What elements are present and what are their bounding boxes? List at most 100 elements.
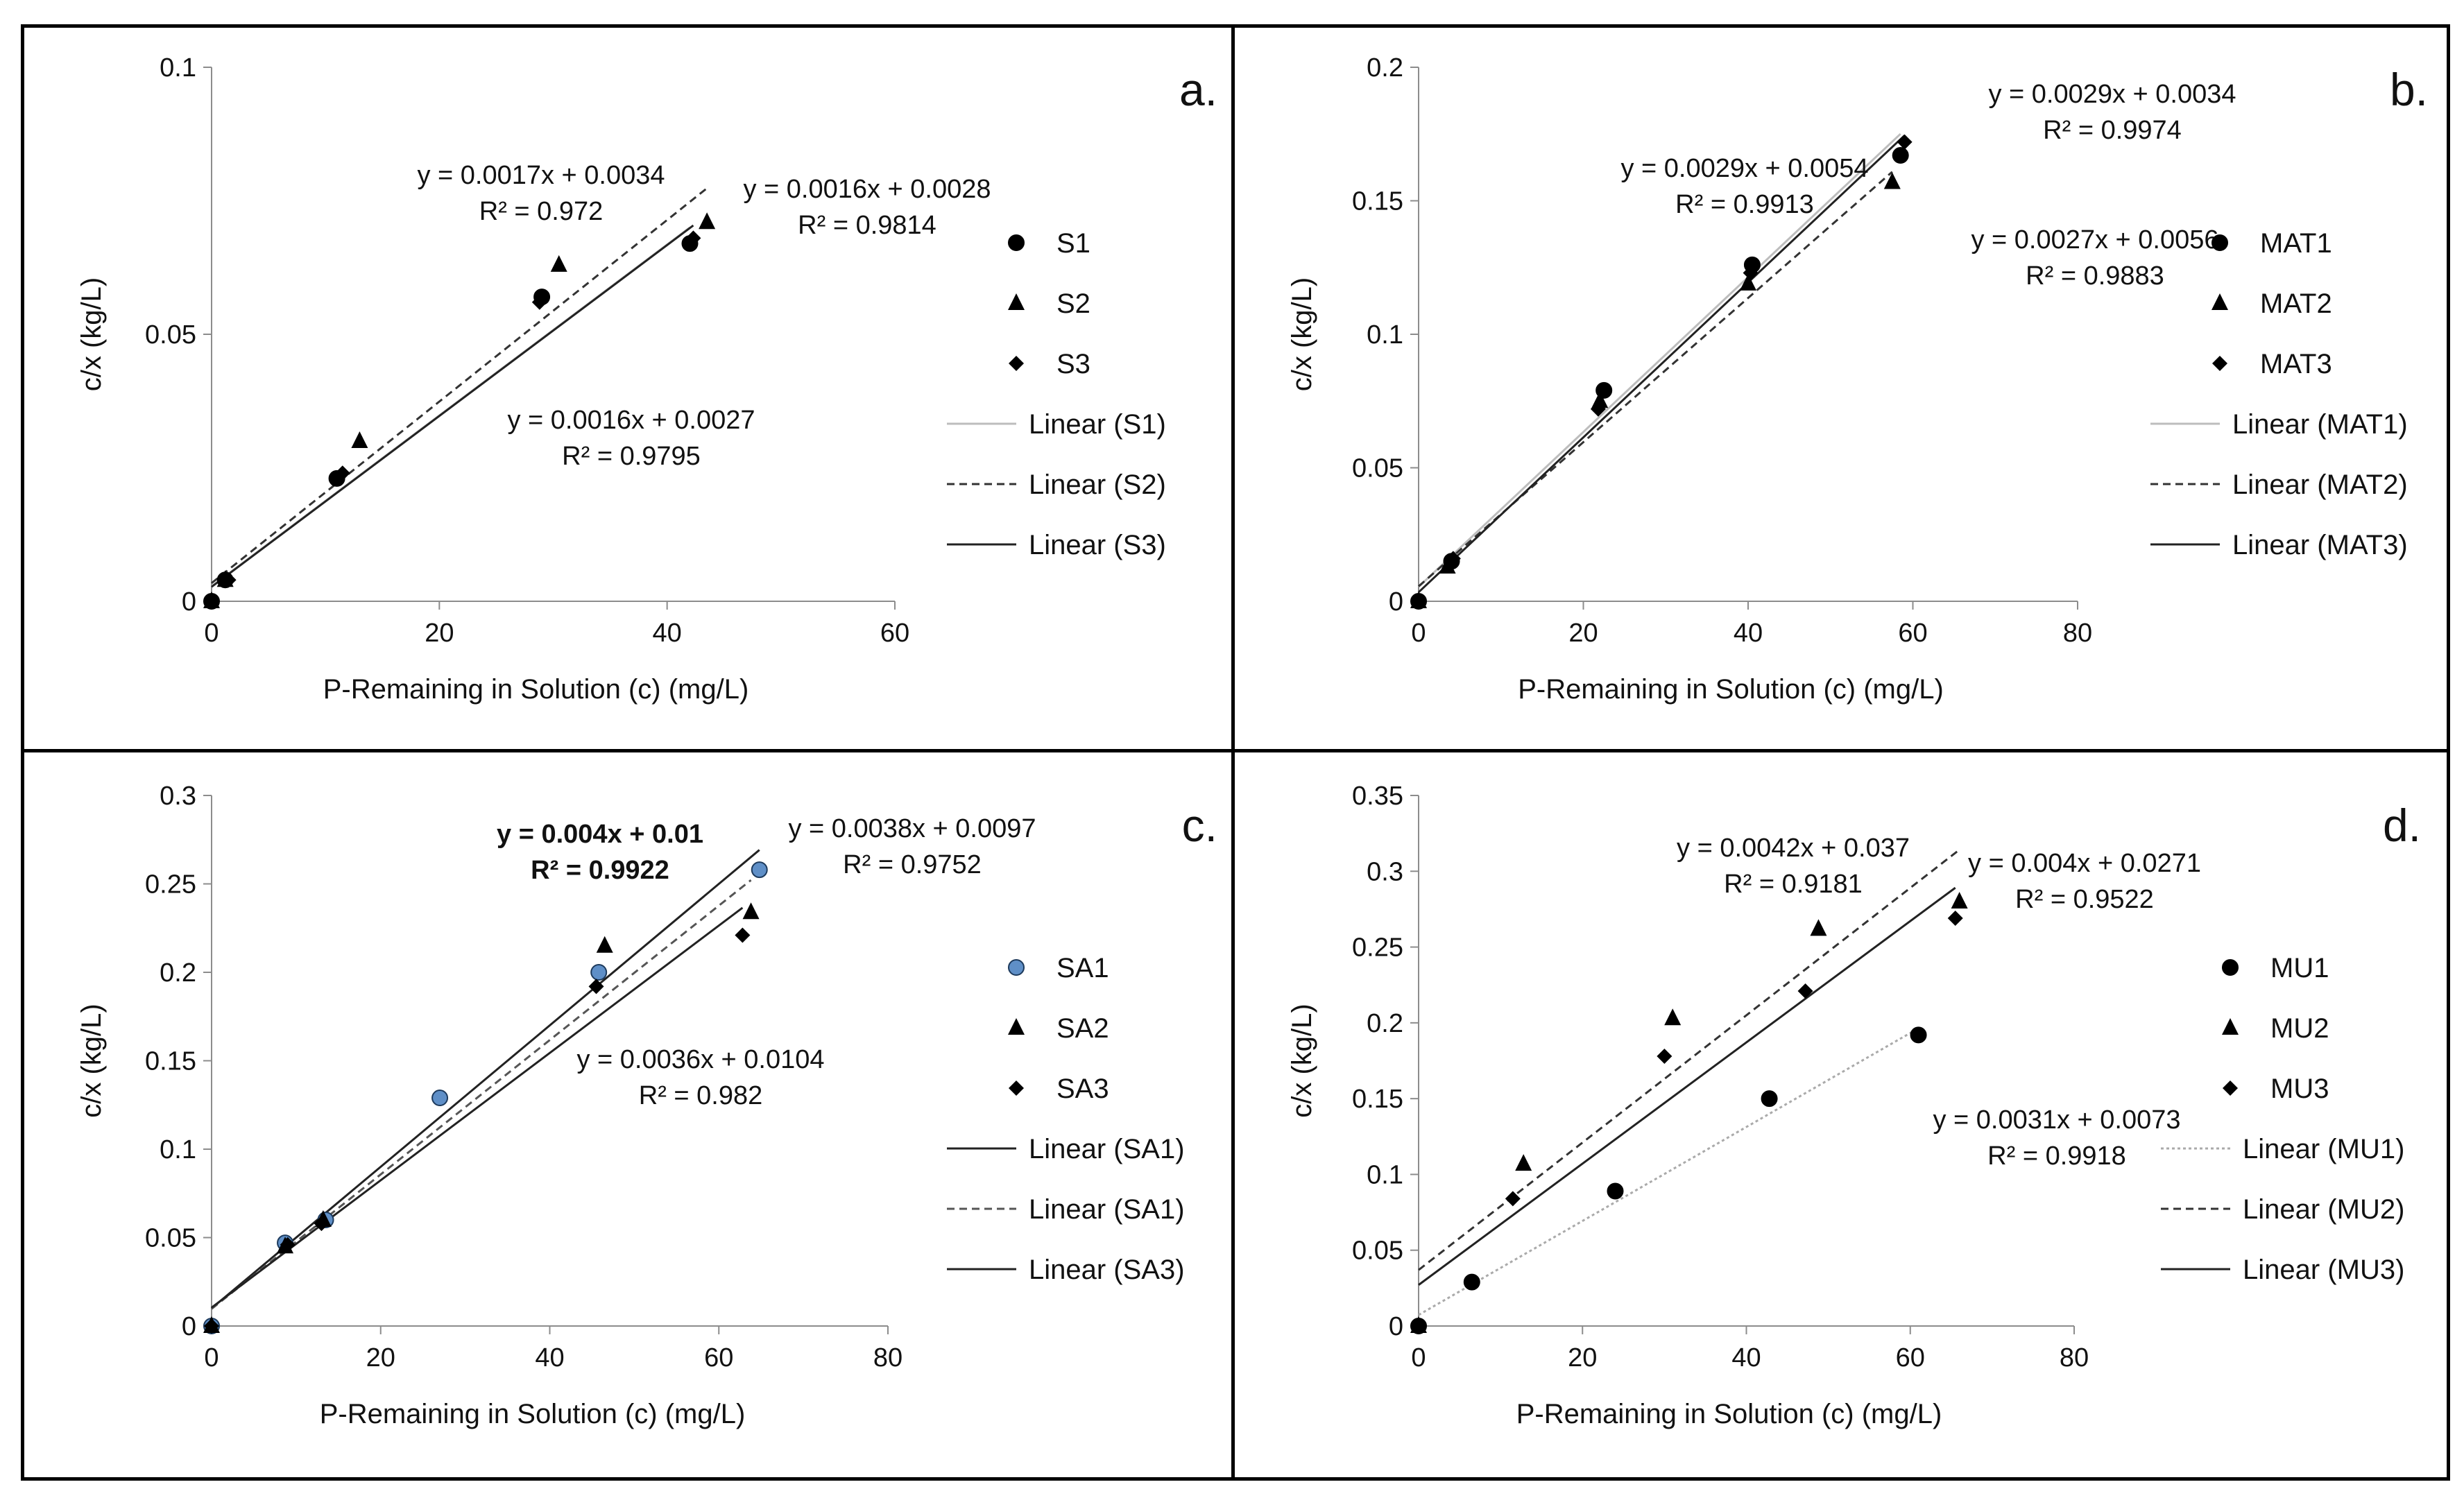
data-point-circle <box>1607 1182 1624 1200</box>
legend-marker-diamond <box>2223 1081 2238 1096</box>
data-point-triangle <box>1810 919 1827 936</box>
x-tick-label: 20 <box>1568 1343 1597 1372</box>
legend-marker-triangle <box>1008 293 1025 310</box>
r-squared-label: R² = 0.9181 <box>1724 870 1863 899</box>
chart-d-svg: 0 0.05 0.1 0.15 0.2 0.25 0.3 0.35 0 20 40 60 80 P-Rem… <box>1287 782 2421 1429</box>
data-point-diamond <box>280 1237 296 1252</box>
y-tick-label: 0.25 <box>145 870 196 899</box>
y-tick-label: 0.05 <box>1352 454 1403 483</box>
y-tick-label: 0.05 <box>145 320 196 350</box>
legend-marker-circle <box>2222 959 2239 976</box>
data-point-diamond <box>531 294 547 310</box>
data-point-triangle <box>1664 1008 1682 1026</box>
y-axis-title: c/x (kg/L) <box>1287 277 1317 391</box>
legend-entry: MU2 <box>2270 1013 2329 1044</box>
data-point-circle <box>1761 1090 1778 1108</box>
trendline-equation: y = 0.0031x + 0.0073 <box>1933 1105 2180 1135</box>
legend-marker-circle <box>1008 959 1025 976</box>
legend-entry: Linear (MU3) <box>2243 1255 2404 1285</box>
y-tick-label: 0.15 <box>1352 187 1403 216</box>
chart-panel-d: 0 0.05 0.1 0.15 0.2 0.25 0.3 0.35 0 20 40 60 80 P-Rem… <box>1231 749 2450 1481</box>
legend-marker-triangle <box>2211 293 2228 310</box>
legend-marker-triangle <box>1008 1018 1025 1035</box>
y-tick-label: 0.05 <box>145 1224 196 1253</box>
series-sa3 <box>204 927 751 1334</box>
x-tick-label: 60 <box>704 1343 733 1372</box>
trendline-3 <box>211 906 744 1309</box>
legend-marker-circle <box>1008 234 1025 251</box>
trendline-1 <box>1417 132 1901 588</box>
r-squared-label: R² = 0.9883 <box>2026 261 2164 291</box>
trendline-2 <box>211 879 752 1310</box>
legend-entry: Linear (MAT1) <box>2232 409 2408 440</box>
trendline-equation: y = 0.0029x + 0.0034 <box>1988 80 2236 109</box>
trendline-1 <box>1418 1027 1919 1316</box>
legend-entry: SA1 <box>1056 953 1109 983</box>
data-point-triangle <box>1591 391 1609 408</box>
series-mat2 <box>1410 172 1901 608</box>
legend: SA1 SA2 SA3 Linear (SA1) Linear (SA1) Linear … <box>947 953 1185 1285</box>
r-squared-label: R² = 0.9795 <box>562 442 701 471</box>
x-tick-label: 0 <box>1411 619 1426 648</box>
data-point-circle <box>590 964 608 981</box>
trendline-equation: y = 0.0016x + 0.0028 <box>743 175 991 204</box>
x-tick-label: 40 <box>535 1343 564 1372</box>
x-tick-label: 40 <box>653 619 682 648</box>
data-point-diamond <box>735 927 751 943</box>
data-point-diamond <box>1657 1048 1672 1064</box>
trendline-equation: y = 0.0017x + 0.0034 <box>417 161 665 190</box>
r-squared-label: R² = 0.9752 <box>843 850 982 879</box>
y-tick-label: 0.35 <box>1352 782 1403 811</box>
trendline-equation: y = 0.004x + 0.01 <box>497 820 703 849</box>
panel-label: c. <box>1182 800 1217 851</box>
trendline-equation: y = 0.004x + 0.0271 <box>1968 849 2201 878</box>
trendline-equation: y = 0.0038x + 0.0097 <box>788 814 1036 843</box>
data-point-diamond <box>1445 551 1461 567</box>
legend-entry: S3 <box>1056 349 1090 379</box>
data-point-diamond <box>1411 594 1426 609</box>
x-tick-label: 40 <box>1731 1343 1761 1372</box>
y-tick-label: 0.2 <box>160 958 196 988</box>
data-point-diamond <box>1947 911 1963 927</box>
x-tick-label: 0 <box>1411 1343 1426 1372</box>
y-tick-label: 0.3 <box>160 782 196 811</box>
data-point-circle <box>1463 1273 1480 1291</box>
legend-marker-diamond <box>2212 356 2227 371</box>
legend-entry: Linear (MAT3) <box>2232 530 2408 560</box>
y-tick-label: 0 <box>182 1312 196 1341</box>
y-tick-label: 0.2 <box>1367 1009 1403 1038</box>
data-point-triangle <box>1515 1154 1532 1171</box>
y-tick-label: 0.2 <box>1367 53 1403 83</box>
legend-entry: SA3 <box>1056 1074 1109 1104</box>
legend-entry: S2 <box>1056 289 1090 319</box>
trendline-equation: y = 0.0027x + 0.0056 <box>1971 225 2218 255</box>
y-tick-label: 0 <box>1389 587 1403 617</box>
series-mu1 <box>1410 1026 1927 1334</box>
x-axis-title: P-Remaining in Solution (c) (mg/L) <box>1516 1399 1942 1429</box>
legend-entry: SA2 <box>1056 1013 1109 1044</box>
legend-entry: MU1 <box>2270 953 2329 983</box>
data-point-triangle <box>1951 892 1968 909</box>
legend-marker-circle <box>2211 234 2228 251</box>
y-tick-label: 0.15 <box>1352 1085 1403 1114</box>
data-point-triangle <box>1439 556 1456 574</box>
r-squared-label: R² = 0.9522 <box>2015 885 2154 914</box>
x-tick-label: 60 <box>1896 1343 1925 1372</box>
legend-entry: Linear (MU2) <box>2243 1194 2404 1225</box>
legend-entry: Linear (MU1) <box>2243 1134 2404 1164</box>
x-tick-label: 80 <box>2063 619 2092 648</box>
legend-entry: Linear (S2) <box>1029 470 1166 500</box>
data-point-triangle <box>596 936 613 953</box>
legend-entry: S1 <box>1056 228 1090 259</box>
y-tick-label: 0.1 <box>160 53 196 83</box>
data-point-diamond <box>1897 134 1913 150</box>
legend-entry: Linear (S1) <box>1029 409 1166 440</box>
data-point-circle <box>1892 147 1909 164</box>
panel-label: a. <box>1179 64 1217 115</box>
legend-entry: Linear (SA3) <box>1029 1255 1185 1285</box>
y-tick-label: 0.05 <box>1352 1237 1403 1266</box>
series-mu2 <box>1410 892 1968 1333</box>
x-tick-label: 80 <box>2060 1343 2089 1372</box>
chart-c-svg: 0 0.05 0.1 0.15 0.2 0.25 0.3 0 20 40 60 80 P-Remaini… <box>76 782 1217 1429</box>
series-s3 <box>204 230 701 609</box>
